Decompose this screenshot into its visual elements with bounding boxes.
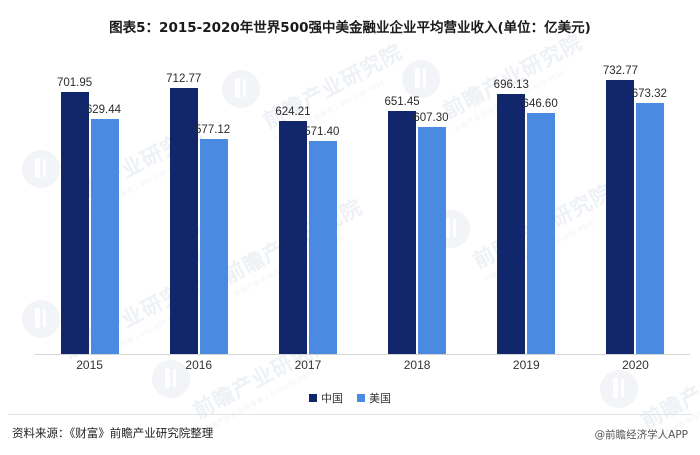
bar-pair: 624.21 571.40	[253, 55, 362, 355]
bar-groups: 701.95 629.44 712.77 577.12 624.21 571.40 651.…	[35, 55, 690, 355]
bar-value-label: 571.40	[304, 125, 340, 138]
legend-swatch-icon	[357, 394, 365, 402]
bar-value-label: 577.12	[195, 123, 231, 136]
bar-us-2015[interactable]: 629.44	[86, 104, 121, 355]
legend-label: 美国	[369, 392, 391, 405]
bar-value-label: 673.32	[631, 87, 667, 100]
footer-divider	[8, 414, 692, 415]
bar-group: 651.45 607.30	[363, 55, 472, 355]
chart-title: 图表5：2015-2020年世界500强中美金融业企业平均营业收入(单位：亿美元…	[109, 20, 591, 36]
bar-pair: 701.95 629.44	[35, 55, 144, 355]
legend-swatch-icon	[309, 394, 317, 402]
bar-pair: 696.13 646.60	[472, 55, 581, 355]
bar-value-label: 696.13	[493, 78, 529, 91]
legend-label: 中国	[321, 392, 343, 405]
x-axis-line	[35, 354, 690, 355]
bar-value-label: 701.95	[56, 76, 93, 89]
bar-value-label: 624.21	[275, 105, 311, 118]
bar-pair: 732.77 673.32	[581, 55, 690, 355]
bar-value-label: 712.77	[166, 72, 202, 85]
bar-value-label: 646.60	[522, 97, 558, 110]
bar-cn-2015[interactable]: 701.95	[57, 77, 92, 355]
x-axis-labels: 2015 2016 2017 2018 2019 2020	[35, 358, 690, 372]
publisher-handle: @前瞻经济学人APP	[594, 429, 688, 441]
bar-cn-2017[interactable]: 624.21	[275, 106, 311, 355]
chart-legend: 中国 美国	[0, 390, 700, 406]
source-note: 资料来源：《财富》前瞻产业研究院整理	[12, 426, 214, 440]
x-axis-tick-2020: 2020	[622, 358, 649, 372]
bar-us-2016[interactable]: 577.12	[195, 124, 230, 355]
bar-value-label: 607.30	[413, 112, 449, 125]
bar-value-label: 651.45	[384, 95, 420, 108]
plot-area: 701.95 629.44 712.77 577.12 624.21 571.40 651.…	[35, 55, 690, 355]
legend-item-cn[interactable]: 中国	[309, 390, 343, 406]
legend-item-us[interactable]: 美国	[357, 390, 391, 406]
bar-cn-2020[interactable]: 732.77	[603, 65, 638, 355]
x-axis-tick-2018: 2018	[403, 358, 431, 372]
bar-group: 712.77 577.12	[144, 55, 253, 355]
bar-cn-2016[interactable]: 712.77	[166, 73, 201, 355]
bar-value-label: 732.77	[602, 65, 639, 78]
bar-group: 732.77 673.32	[581, 55, 690, 355]
bar-cn-2018[interactable]: 651.45	[385, 96, 420, 355]
x-axis-tick-2016: 2016	[185, 358, 213, 372]
x-axis-tick-2017: 2017	[294, 358, 322, 372]
bar-group: 701.95 629.44	[35, 55, 144, 355]
bar-pair: 712.77 577.12	[144, 55, 253, 355]
x-axis-tick-2015: 2015	[76, 358, 103, 372]
bar-us-2017[interactable]: 571.40	[304, 126, 339, 355]
bar-pair: 651.45 607.30	[363, 55, 472, 355]
bar-group: 696.13 646.60	[472, 55, 581, 355]
bar-cn-2019[interactable]: 696.13	[494, 79, 529, 355]
bar-group: 624.21 571.40	[253, 55, 362, 355]
x-axis-tick-2019: 2019	[512, 358, 540, 372]
bar-us-2018[interactable]: 607.30	[413, 112, 449, 355]
bar-us-2020[interactable]: 673.32	[632, 88, 667, 355]
bar-value-label: 629.44	[85, 103, 122, 116]
bar-us-2019[interactable]: 646.60	[523, 98, 558, 355]
